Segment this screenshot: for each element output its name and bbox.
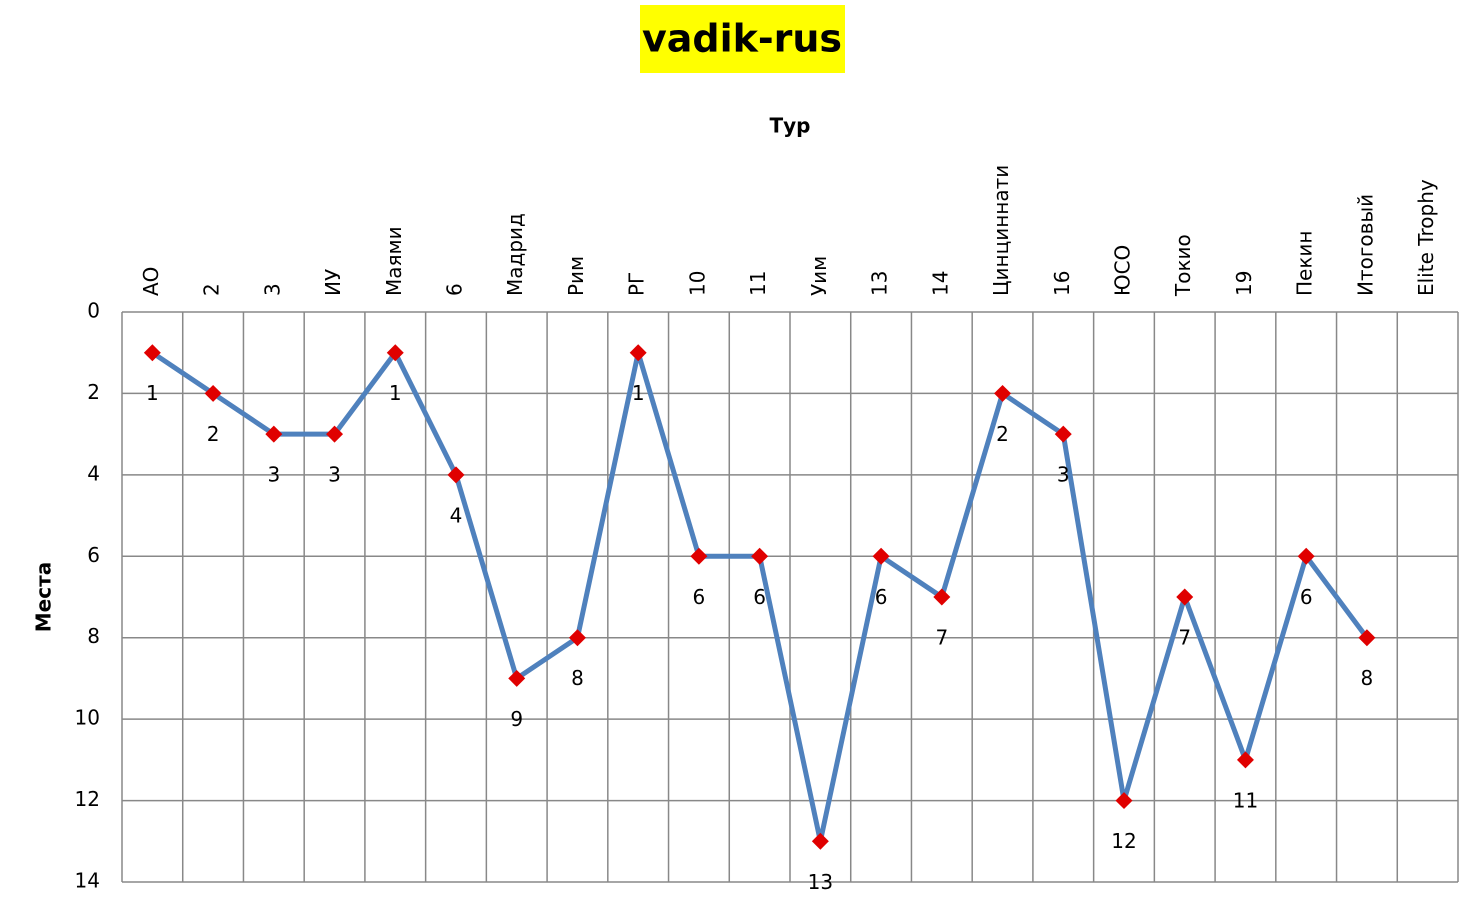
data-point: [326, 425, 344, 443]
y-tick-label: 14: [75, 869, 100, 893]
x-tick-label: Уим: [807, 256, 831, 296]
x-tick-label: 16: [1050, 271, 1074, 296]
data-label: 9: [510, 707, 523, 731]
y-tick-label: 4: [87, 461, 100, 485]
data-point: [1358, 629, 1376, 647]
x-tick-label: Цинциннати: [989, 165, 1013, 296]
data-point: [447, 466, 465, 484]
x-tick-label: 13: [868, 271, 892, 296]
data-label: 2: [207, 422, 220, 446]
data-point: [568, 629, 586, 647]
data-label: 7: [935, 626, 948, 650]
y-axis-title: Места: [32, 562, 56, 632]
x-tick-label: 19: [1232, 271, 1256, 296]
y-tick-label: 10: [75, 706, 100, 730]
data-label: 1: [632, 381, 645, 405]
x-tick-label: 6: [443, 283, 467, 296]
y-tick-label: 0: [87, 299, 100, 323]
x-tick-label: ИУ: [321, 269, 345, 296]
y-tick-label: 2: [87, 380, 100, 404]
data-point: [1236, 751, 1254, 769]
data-label: 7: [1178, 626, 1191, 650]
data-label: 1: [389, 381, 402, 405]
y-tick-label: 8: [87, 624, 100, 648]
data-label: 6: [753, 585, 766, 609]
x-tick-label: 11: [746, 271, 770, 296]
data-label: 3: [267, 463, 280, 487]
x-tick-label: 10: [685, 271, 709, 296]
x-tick-label: РГ: [625, 272, 649, 296]
data-point: [265, 425, 283, 443]
chart-title: vadik-rus: [642, 17, 842, 61]
data-point: [933, 588, 951, 606]
x-tick-label: Итоговый: [1353, 194, 1377, 296]
x-axis-title: Тур: [770, 114, 811, 138]
data-label: 3: [1057, 463, 1070, 487]
data-point: [1115, 792, 1133, 810]
data-label: 13: [808, 870, 833, 894]
x-tick-label: ЮСО: [1111, 245, 1135, 296]
data-point: [811, 832, 829, 850]
x-tick-label: Пекин: [1293, 231, 1317, 297]
data-point: [143, 344, 161, 362]
x-tick-label: Elite Trophy: [1414, 179, 1438, 296]
data-point: [1176, 588, 1194, 606]
x-tick-label: Мадрид: [503, 213, 527, 296]
data-label: 1: [146, 381, 159, 405]
x-tick-label: Маями: [382, 226, 406, 296]
x-tick-label: 14: [928, 271, 952, 296]
data-label: 4: [450, 503, 463, 527]
data-point: [629, 344, 647, 362]
data-label: 11: [1233, 788, 1258, 812]
data-label: 12: [1111, 829, 1136, 853]
data-label: 3: [328, 463, 341, 487]
data-point: [872, 547, 890, 565]
y-tick-label: 12: [75, 787, 100, 811]
data-point: [994, 384, 1012, 402]
data-label: 6: [693, 585, 706, 609]
data-label: 6: [1300, 585, 1313, 609]
x-tick-label: 3: [260, 283, 284, 296]
data-label: 8: [571, 666, 584, 690]
x-tick-label: Токио: [1171, 234, 1195, 297]
data-label: 2: [996, 422, 1009, 446]
data-label: 6: [875, 585, 888, 609]
data-point: [1297, 547, 1315, 565]
data-point: [204, 384, 222, 402]
x-tick-label: 2: [200, 283, 224, 296]
x-tick-label: АО: [139, 267, 163, 296]
data-label: 8: [1361, 666, 1374, 690]
data-point: [690, 547, 708, 565]
x-tick-label: Рим: [564, 256, 588, 296]
data-point: [386, 344, 404, 362]
title-background: [640, 5, 845, 73]
data-point: [751, 547, 769, 565]
y-tick-label: 6: [87, 543, 100, 567]
